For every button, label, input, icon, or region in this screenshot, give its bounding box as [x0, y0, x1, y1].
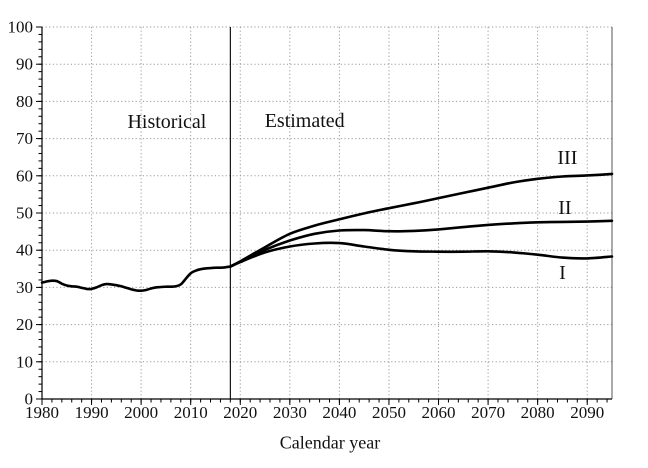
- y-tick-label: 100: [8, 18, 34, 37]
- label-historical: Historical: [127, 111, 207, 134]
- x-tick-label: 1990: [75, 403, 109, 422]
- x-axis-title: Calendar year: [279, 432, 381, 453]
- y-tick-label: 30: [16, 278, 33, 297]
- y-tick-label: 70: [16, 129, 33, 148]
- x-tick-label: 2050: [372, 403, 406, 422]
- x-tick-label: 1980: [25, 403, 59, 422]
- y-tick-label: 90: [16, 55, 33, 74]
- y-tick-label: 10: [16, 352, 33, 371]
- y-tick-label: 50: [16, 204, 33, 223]
- x-tick-label: 2030: [273, 403, 307, 422]
- x-tick-label: 2090: [570, 403, 604, 422]
- y-tick-label: 40: [16, 241, 33, 260]
- tick-labels: 1980 1990 2000 2010 2020 2030 2040 2050 2060 2070…: [8, 18, 605, 423]
- x-tick-label: 2070: [471, 403, 505, 422]
- y-tick-label: 0: [25, 390, 34, 409]
- label-estimated: Estimated: [264, 110, 345, 133]
- label-series-i: I: [559, 262, 566, 285]
- label-series-ii: II: [558, 196, 572, 219]
- axis-ticks: [36, 26, 608, 405]
- y-tick-label: 20: [16, 315, 33, 334]
- gridlines: [42, 26, 612, 399]
- series-line-historical: [40, 265, 232, 293]
- x-tick-label: 2080: [521, 403, 555, 422]
- axes: [41, 27, 612, 400]
- x-tick-label: 2000: [124, 403, 158, 422]
- series-line-iii: [229, 172, 614, 268]
- series-line-ii: [229, 219, 614, 268]
- x-tick-label: 2020: [223, 403, 257, 422]
- y-tick-label: 80: [16, 92, 33, 111]
- x-tick-label: 2010: [174, 403, 208, 422]
- label-series-iii: III: [557, 146, 578, 169]
- x-tick-label: 2060: [422, 403, 456, 422]
- series-line-i: [229, 241, 614, 268]
- y-tick-label: 60: [16, 166, 33, 185]
- series-lines: [40, 172, 614, 293]
- x-tick-label: 2040: [322, 403, 356, 422]
